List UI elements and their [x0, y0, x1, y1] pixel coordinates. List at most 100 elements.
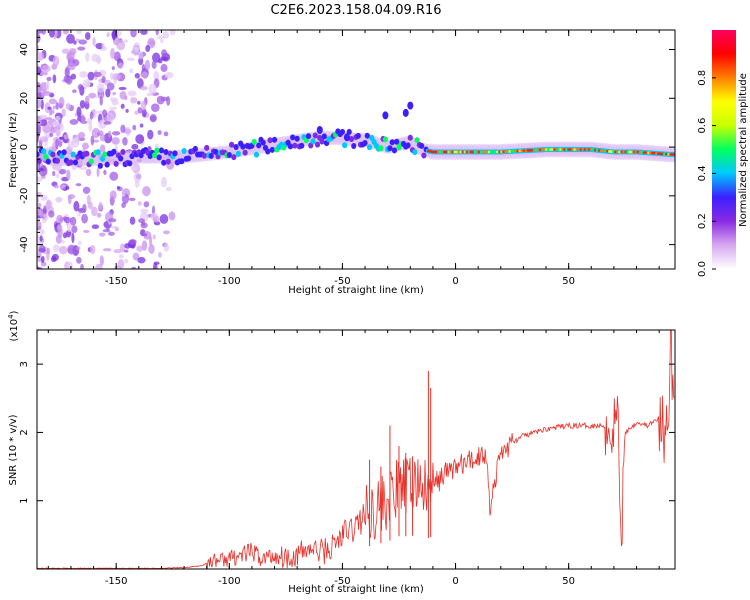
- heatmap-speckle: [56, 224, 63, 230]
- heatmap-speckle: [127, 57, 135, 62]
- heatmap-speckle: [141, 71, 148, 78]
- heatmap-speckle: [102, 109, 108, 118]
- heatmap-speckle: [81, 213, 88, 224]
- heatmap-speckle: [82, 186, 91, 194]
- heatmap-ridge-cell: [97, 162, 103, 169]
- heatmap-speckle: [137, 100, 141, 105]
- heatmap-ridge-cell: [348, 136, 355, 143]
- heatmap-ridge-cell: [152, 152, 158, 159]
- heatmap-speckle: [39, 235, 43, 242]
- heatmap-ridge-cell: [287, 143, 293, 150]
- heatmap-speckle: [134, 72, 140, 79]
- heatmap-y-tick-label: 20: [19, 92, 30, 105]
- heatmap-speckle: [55, 138, 59, 150]
- heatmap-speckle: [86, 80, 91, 88]
- heatmap-y-tick-label: 0: [19, 144, 30, 150]
- snr-x-ticks: -150 -100 -50 0 50: [47, 330, 660, 587]
- heatmap-speckle: [136, 78, 144, 89]
- heatmap-speckle: [130, 96, 138, 104]
- heatmap-speckle: [78, 208, 83, 212]
- heatmap-ridge-cell: [364, 132, 370, 139]
- heatmap-y-tick-label: 40: [19, 43, 30, 56]
- heatmap-speckle: [143, 201, 150, 208]
- heatmap-speckle: [71, 232, 75, 244]
- heatmap-speckle: [163, 131, 169, 137]
- heatmap-ridge-cell: [339, 128, 346, 135]
- heatmap-speckle: [92, 139, 100, 143]
- heatmap-speckle: [98, 201, 103, 211]
- heatmap-ridge-cell: [389, 139, 395, 146]
- heatmap-speckle: [37, 202, 42, 209]
- heatmap-speckle: [37, 99, 43, 109]
- heatmap-speckle: [43, 205, 47, 215]
- heatmap-ridge-cell: [305, 133, 312, 140]
- heatmap-speckle: [63, 75, 71, 83]
- heatmap-speckle: [38, 210, 44, 218]
- heatmap-speckle: [109, 97, 118, 102]
- heatmap-speckle: [111, 66, 115, 71]
- heatmap-ridge-cell: [267, 137, 273, 144]
- heatmap-speckle: [141, 108, 147, 118]
- heatmap-speckle: [71, 225, 78, 234]
- heatmap-ridge-cell: [192, 145, 198, 152]
- heatmap-speckle: [106, 32, 110, 38]
- heatmap-ridge-cell: [88, 158, 94, 165]
- heatmap-speckle: [82, 229, 90, 233]
- heatmap-speckle: [39, 114, 48, 119]
- heatmap-speckle: [159, 214, 169, 224]
- heatmap-ridge-cell: [346, 128, 352, 135]
- heatmap-ridge-cell: [154, 147, 160, 154]
- heatmap-ridge-cell: [355, 132, 361, 139]
- heatmap-outlier: [407, 101, 414, 110]
- heatmap-speckle: [45, 80, 50, 91]
- heatmap-speckle: [59, 184, 67, 189]
- heatmap-speckle: [145, 45, 151, 52]
- heatmap-speckle: [108, 218, 117, 223]
- heatmap-speckle: [156, 35, 166, 40]
- heatmap-speckle: [37, 234, 40, 239]
- heatmap-speckle: [138, 51, 144, 60]
- heatmap-speckle: [160, 38, 164, 44]
- heatmap-speckle: [89, 245, 96, 255]
- heatmap-ridge-cell: [104, 161, 110, 168]
- colorbar-tick-label: 0.8: [697, 70, 708, 86]
- heatmap-speckle: [52, 120, 60, 127]
- heatmap-marks: [37, 30, 675, 269]
- heatmap-speckle: [67, 223, 72, 232]
- heatmap-speckle: [102, 248, 112, 252]
- heatmap-speckle: [40, 194, 48, 201]
- heatmap-speckle: [96, 212, 102, 218]
- heatmap-speckle: [79, 71, 88, 78]
- heatmap-speckle: [156, 95, 165, 105]
- heatmap-speckle: [42, 90, 51, 96]
- heatmap-ridge-cell: [84, 150, 90, 157]
- snr-x-axis-label: Height of straight line (km): [288, 584, 424, 595]
- heatmap-ridge-cell: [342, 142, 348, 149]
- heatmap-speckle: [67, 141, 74, 150]
- heatmap-ridge-cell: [37, 151, 40, 158]
- heatmap-ridge-cell: [299, 142, 305, 149]
- heatmap-ridge-cell: [312, 132, 318, 139]
- heatmap-speckle: [48, 30, 55, 38]
- heatmap-speckle: [124, 242, 131, 249]
- heatmap-speckle: [135, 134, 145, 144]
- heatmap-ridge-cell: [181, 147, 187, 154]
- heatmap-ridge-cell: [50, 151, 56, 158]
- heatmap-ridge-cell: [256, 142, 262, 149]
- snr-frame: [36, 329, 676, 570]
- heatmap-speckle: [37, 254, 42, 262]
- heatmap-speckle: [90, 206, 98, 217]
- heatmap-ridge-cell: [118, 155, 124, 162]
- heatmap-speckle: [37, 51, 45, 61]
- heatmap-speckle: [58, 136, 65, 140]
- heatmap-speckle: [118, 254, 124, 259]
- heatmap-speckle: [101, 75, 106, 84]
- heatmap-speckle: [140, 30, 148, 35]
- heatmap-ridge-cell: [204, 144, 210, 151]
- heatmap-speckle: [105, 88, 111, 98]
- heatmap-speckle: [107, 231, 115, 236]
- heatmap-ridge-cell: [120, 149, 126, 156]
- heatmap-speckle: [66, 33, 75, 44]
- colorbar-tick-label: 0.4: [697, 165, 708, 181]
